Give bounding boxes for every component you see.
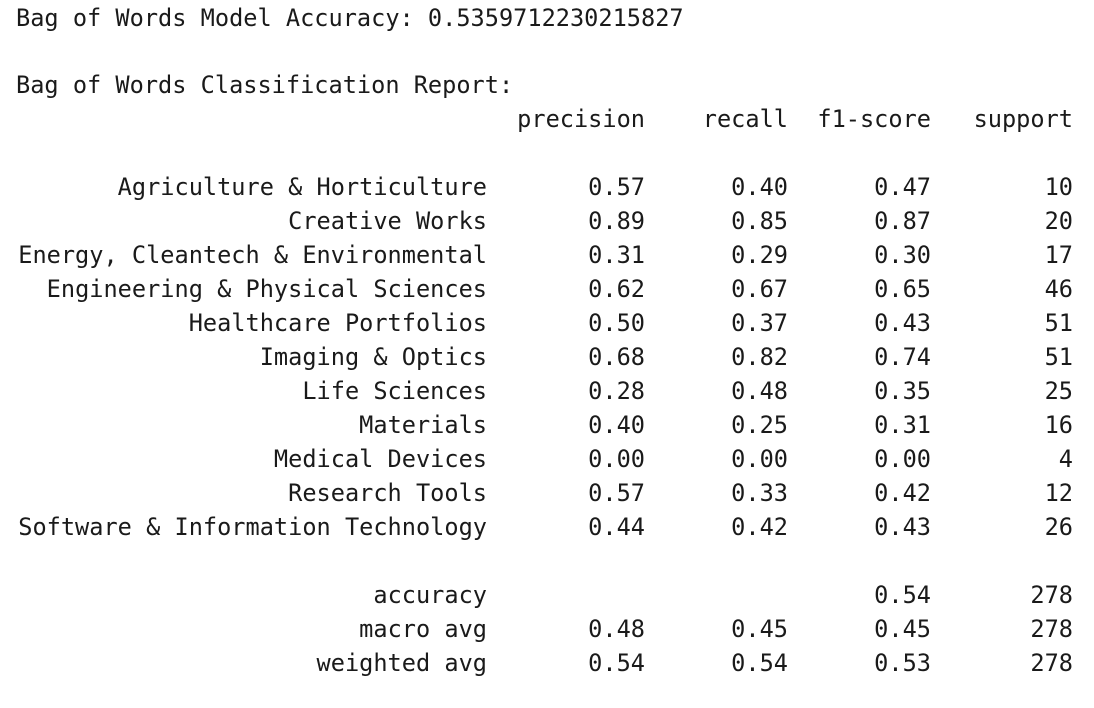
row-label: Research Tools bbox=[288, 479, 487, 507]
table-row: Materials 0.40 0.25 0.31 16 bbox=[0, 408, 1094, 442]
row-support: 20 bbox=[1044, 207, 1073, 235]
row-recall: 0.42 bbox=[731, 513, 788, 541]
row-precision: 0.54 bbox=[588, 649, 645, 677]
row-support: 25 bbox=[1044, 377, 1073, 405]
row-support: 278 bbox=[1030, 615, 1073, 643]
row-label: weighted avg bbox=[316, 649, 487, 677]
row-support: 51 bbox=[1044, 343, 1073, 371]
row-f1-score: 0.54 bbox=[874, 581, 931, 609]
summary-row-accuracy: accuracy 0.54 278 bbox=[0, 578, 1094, 612]
row-support: 12 bbox=[1044, 479, 1073, 507]
row-f1-score: 0.42 bbox=[874, 479, 931, 507]
table-row: Engineering & Physical Sciences 0.62 0.6… bbox=[0, 272, 1094, 306]
table-row: Life Sciences 0.28 0.48 0.35 25 bbox=[0, 374, 1094, 408]
row-label: Software & Information Technology bbox=[18, 513, 487, 541]
row-label: Life Sciences bbox=[302, 377, 487, 405]
row-recall: 0.45 bbox=[731, 615, 788, 643]
row-precision: 0.40 bbox=[588, 411, 645, 439]
row-precision: 0.31 bbox=[588, 241, 645, 269]
row-support: 278 bbox=[1030, 649, 1073, 677]
report-header-row: precision recall f1-score support bbox=[0, 102, 1094, 136]
row-support: 10 bbox=[1044, 173, 1073, 201]
table-row: Software & Information Technology 0.44 0… bbox=[0, 510, 1094, 544]
row-f1-score: 0.45 bbox=[874, 615, 931, 643]
summary-row-weighted-avg: weighted avg 0.54 0.54 0.53 278 bbox=[0, 646, 1094, 680]
row-precision: 0.57 bbox=[588, 173, 645, 201]
report-title: Bag of Words Classification Report: bbox=[16, 71, 514, 99]
row-f1-score: 0.30 bbox=[874, 241, 931, 269]
table-row: Imaging & Optics 0.68 0.82 0.74 51 bbox=[0, 340, 1094, 374]
row-recall: 0.00 bbox=[731, 445, 788, 473]
row-recall: 0.37 bbox=[731, 309, 788, 337]
table-row: Agriculture & Horticulture 0.57 0.40 0.4… bbox=[0, 170, 1094, 204]
summary-row-macro-avg: macro avg 0.48 0.45 0.45 278 bbox=[0, 612, 1094, 646]
table-row: Healthcare Portfolios 0.50 0.37 0.43 51 bbox=[0, 306, 1094, 340]
header-precision: precision bbox=[517, 105, 645, 133]
row-precision: 0.68 bbox=[588, 343, 645, 371]
row-f1-score: 0.43 bbox=[874, 309, 931, 337]
header-recall: recall bbox=[702, 105, 788, 133]
row-f1-score: 0.31 bbox=[874, 411, 931, 439]
row-recall: 0.82 bbox=[731, 343, 788, 371]
row-recall: 0.33 bbox=[731, 479, 788, 507]
row-label: Materials bbox=[359, 411, 487, 439]
row-support: 278 bbox=[1030, 581, 1073, 609]
row-label: Energy, Cleantech & Environmental bbox=[18, 241, 487, 269]
row-precision: 0.48 bbox=[588, 615, 645, 643]
row-support: 4 bbox=[1058, 445, 1073, 473]
row-label: Healthcare Portfolios bbox=[188, 309, 487, 337]
row-precision: 0.62 bbox=[588, 275, 645, 303]
row-recall: 0.54 bbox=[731, 649, 788, 677]
model-accuracy-line: Bag of Words Model Accuracy: 0.535971223… bbox=[16, 4, 684, 32]
row-f1-score: 0.65 bbox=[874, 275, 931, 303]
row-recall: 0.25 bbox=[731, 411, 788, 439]
row-f1-score: 0.87 bbox=[874, 207, 931, 235]
row-precision: 0.44 bbox=[588, 513, 645, 541]
header-support: support bbox=[973, 105, 1073, 133]
row-f1-score: 0.47 bbox=[874, 173, 931, 201]
row-recall: 0.40 bbox=[731, 173, 788, 201]
row-support: 16 bbox=[1044, 411, 1073, 439]
row-support: 51 bbox=[1044, 309, 1073, 337]
row-precision: 0.28 bbox=[588, 377, 645, 405]
table-row: Creative Works 0.89 0.85 0.87 20 bbox=[0, 204, 1094, 238]
row-label: Agriculture & Horticulture bbox=[117, 173, 487, 201]
row-f1-score: 0.74 bbox=[874, 343, 931, 371]
row-f1-score: 0.35 bbox=[874, 377, 931, 405]
header-f1-score: f1-score bbox=[817, 105, 931, 133]
row-label: Imaging & Optics bbox=[259, 343, 487, 371]
table-row: Energy, Cleantech & Environmental 0.31 0… bbox=[0, 238, 1094, 272]
row-precision: 0.57 bbox=[588, 479, 645, 507]
row-precision: 0.50 bbox=[588, 309, 645, 337]
row-label: Creative Works bbox=[288, 207, 487, 235]
row-label: accuracy bbox=[373, 581, 487, 609]
row-label: macro avg bbox=[359, 615, 487, 643]
table-row: Medical Devices 0.00 0.00 0.00 4 bbox=[0, 442, 1094, 476]
row-recall: 0.29 bbox=[731, 241, 788, 269]
row-f1-score: 0.53 bbox=[874, 649, 931, 677]
row-precision: 0.00 bbox=[588, 445, 645, 473]
row-support: 17 bbox=[1044, 241, 1073, 269]
row-recall: 0.85 bbox=[731, 207, 788, 235]
row-support: 46 bbox=[1044, 275, 1073, 303]
row-precision: 0.89 bbox=[588, 207, 645, 235]
row-f1-score: 0.43 bbox=[874, 513, 931, 541]
row-recall: 0.67 bbox=[731, 275, 788, 303]
row-label: Medical Devices bbox=[273, 445, 487, 473]
row-recall: 0.48 bbox=[731, 377, 788, 405]
row-f1-score: 0.00 bbox=[874, 445, 931, 473]
row-label: Engineering & Physical Sciences bbox=[46, 275, 487, 303]
row-support: 26 bbox=[1044, 513, 1073, 541]
table-row: Research Tools 0.57 0.33 0.42 12 bbox=[0, 476, 1094, 510]
